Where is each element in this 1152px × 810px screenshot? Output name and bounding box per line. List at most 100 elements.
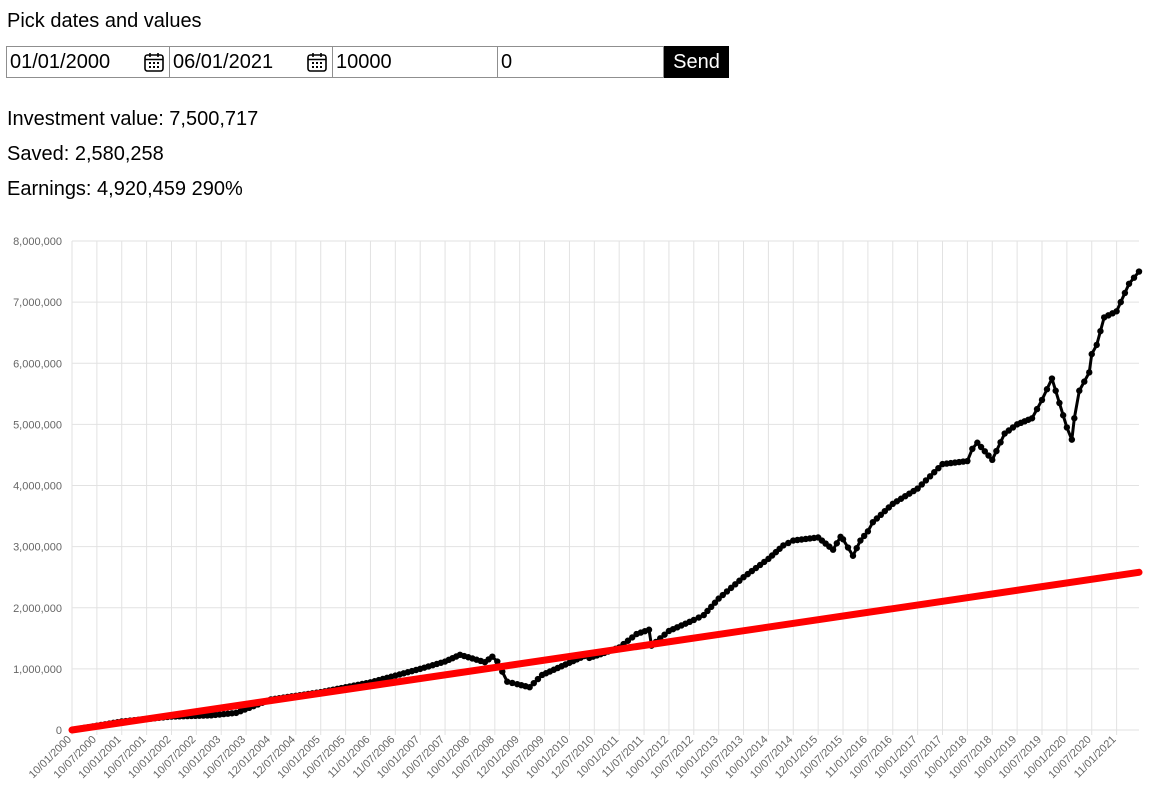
investment-point — [1071, 415, 1078, 422]
investment-point — [1130, 274, 1138, 281]
investment-point — [829, 546, 837, 553]
investment-point — [1028, 415, 1036, 422]
investment-point — [715, 595, 722, 602]
investment-point — [736, 577, 743, 584]
y-tick-label: 6,000,000 — [13, 358, 62, 370]
investment-point — [857, 537, 864, 544]
investment-point — [1043, 386, 1051, 393]
investment-line — [71, 270, 1141, 732]
investment-point — [504, 678, 511, 685]
investment-point — [624, 637, 632, 644]
investment-point — [935, 464, 942, 472]
y-tick-label: 4,000,000 — [13, 481, 62, 493]
investment-point — [860, 532, 868, 540]
investment-point — [700, 611, 707, 619]
y-axis: 0 1,000,000 2,000,000 3,000,000 4,000,000 5,0… — [13, 236, 62, 737]
investment-point — [918, 481, 925, 488]
investment-point — [1121, 289, 1129, 297]
investment-point — [509, 679, 516, 687]
calendar-icon[interactable] — [143, 51, 165, 73]
send-button[interactable]: Send — [664, 46, 729, 78]
amount-input[interactable]: 10000 — [332, 46, 498, 78]
start-date-value: 01/01/2000 — [10, 50, 111, 73]
investment-point — [727, 584, 735, 592]
investment-point — [629, 634, 636, 641]
investment-point — [969, 445, 976, 453]
investment-point — [922, 477, 930, 484]
y-tick-label: 0 — [56, 725, 62, 737]
amount-value: 10000 — [336, 50, 392, 73]
investment-point — [661, 631, 668, 638]
investment-point — [993, 447, 1000, 455]
investment-point — [1088, 350, 1095, 358]
investment-point — [1033, 405, 1041, 413]
investment-point — [1076, 387, 1083, 394]
investment-point — [704, 607, 711, 615]
investment-point — [839, 536, 847, 543]
saved-text: Saved: 2,580,258 — [7, 143, 164, 165]
page-heading: Pick dates and values — [7, 10, 202, 32]
investment-point — [1048, 375, 1056, 382]
investment-point — [1081, 378, 1088, 385]
x-axis: 10/01/200010/07/200010/01/200110/07/2001… — [27, 734, 1119, 781]
investment-point — [708, 603, 715, 611]
investment-point — [494, 658, 501, 665]
investment-point — [926, 473, 934, 480]
investment-point — [989, 456, 996, 464]
investment-point — [1097, 327, 1104, 335]
investment-point — [974, 439, 981, 446]
investment-point — [997, 439, 1004, 446]
investment-point — [719, 591, 727, 599]
investment-point — [785, 539, 792, 547]
y-tick-label: 7,000,000 — [13, 297, 62, 309]
y-tick-label: 8,000,000 — [13, 236, 62, 248]
investment-point — [1135, 268, 1143, 275]
investment-point — [914, 485, 921, 492]
investment-point — [530, 679, 537, 687]
investment-value-text: Investment value: 7,500,717 — [7, 108, 259, 130]
investment-point — [985, 452, 992, 459]
investment-chart: 0 1,000,000 2,000,000 3,000,000 4,000,000 5,0… — [13, 236, 1143, 781]
investment-point — [1086, 369, 1093, 376]
investment-point — [711, 599, 719, 606]
investment-point — [1068, 436, 1076, 443]
extra-input[interactable]: 0 — [497, 46, 664, 78]
investment-point — [690, 616, 697, 624]
investment-point — [489, 653, 496, 660]
investment-point — [1113, 308, 1120, 315]
earnings-text: Earnings: 4,920,459 290% — [7, 178, 243, 200]
investment-point — [964, 457, 971, 465]
y-tick-label: 3,000,000 — [13, 542, 62, 554]
end-date-field[interactable]: 06/01/2021 — [169, 46, 333, 78]
investment-point — [780, 542, 787, 549]
investment-point — [864, 528, 872, 535]
start-date-field[interactable]: 01/01/2000 — [6, 46, 170, 78]
investment-point — [695, 614, 702, 621]
investment-point — [645, 626, 653, 633]
investment-point — [1125, 280, 1133, 287]
investment-point — [526, 684, 533, 691]
investment-point — [1117, 298, 1124, 306]
investment-point — [849, 552, 857, 559]
y-tick-label: 5,000,000 — [13, 419, 62, 431]
extra-value: 0 — [501, 50, 513, 73]
investment-point — [723, 588, 731, 595]
saved-line — [68, 568, 1143, 734]
chart-grid — [71, 240, 1139, 735]
investment-point — [931, 469, 938, 476]
investment-point — [732, 581, 739, 588]
y-tick-label: 1,000,000 — [13, 664, 62, 676]
calendar-icon[interactable] — [306, 51, 328, 73]
investment-point — [534, 675, 542, 683]
investment-point — [1063, 424, 1071, 431]
investment-point — [1093, 341, 1100, 349]
investment-point — [833, 540, 841, 547]
investment-point — [853, 544, 860, 552]
y-tick-label: 2,000,000 — [13, 603, 62, 615]
investment-point — [1059, 412, 1067, 419]
investment-point — [977, 443, 985, 451]
investment-point — [844, 544, 852, 551]
chart-series — [68, 268, 1143, 734]
investment-point — [1052, 387, 1059, 394]
investment-point — [981, 448, 988, 455]
